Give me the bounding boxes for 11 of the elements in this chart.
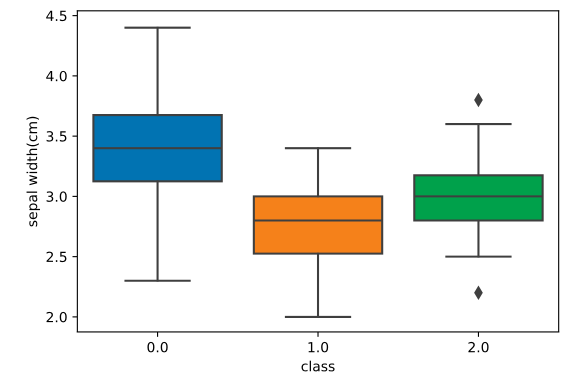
y-tick-label: 3.5 <box>46 131 66 142</box>
y-tick-label: 4.0 <box>46 70 67 82</box>
x-axis-title: class <box>302 360 335 372</box>
y-tick-label: 2.0 <box>46 312 67 322</box>
y-tick-label: 4.5 <box>46 10 66 22</box>
y-tick-label: 3.0 <box>46 191 67 202</box>
y-tick-label: 2.5 <box>46 252 66 262</box>
x-tick-label: 1.0 <box>308 342 328 352</box>
y-axis-title: sepal width(cm) <box>26 116 40 226</box>
x-tick-label: 2.0 <box>468 342 489 352</box>
x-tick-label: 0.0 <box>147 342 168 352</box>
